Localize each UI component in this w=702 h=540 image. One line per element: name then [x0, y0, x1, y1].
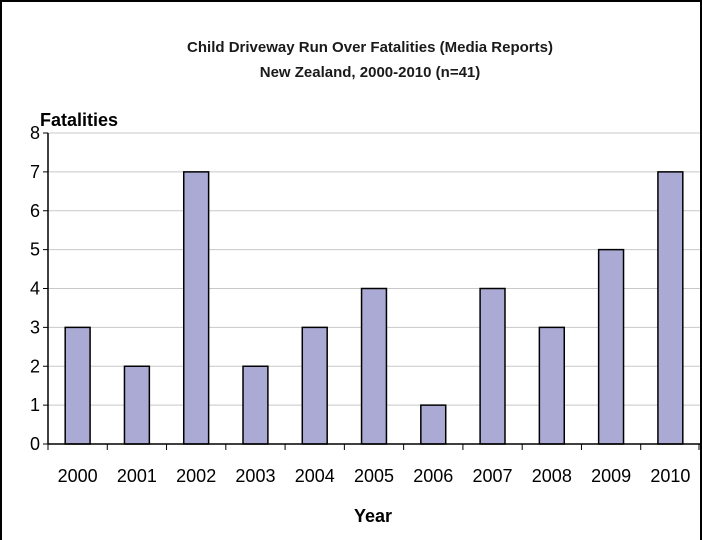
bar-2000: [64, 326, 91, 445]
bar-2006: [420, 404, 447, 445]
y-axis-label: Fatalities: [40, 110, 118, 130]
y-tick-label: 2: [30, 356, 40, 376]
x-tick-label: 2002: [176, 466, 216, 486]
y-tick-label: 4: [30, 279, 40, 299]
x-tick-label: 2001: [117, 466, 157, 486]
y-tick-label: 8: [30, 123, 40, 143]
chart-title-line-1: Child Driveway Run Over Fatalities (Medi…: [187, 39, 553, 56]
bar-2008: [538, 326, 566, 445]
bar-2010: [657, 171, 684, 445]
y-tick-label: 0: [30, 434, 40, 454]
y-tick-label: 3: [30, 317, 40, 337]
x-tick-label: 2006: [413, 466, 453, 486]
y-tick-label: 5: [30, 240, 40, 260]
bars: [64, 171, 684, 445]
bar-2003: [242, 365, 269, 445]
x-tick-label: 2007: [473, 466, 513, 486]
x-tick-labels: 2000 2001 2002 2003 2004 2005 2006 2007 2008 2009…: [58, 466, 691, 486]
bar-2002: [182, 171, 210, 445]
x-tick-label: 2010: [650, 466, 690, 486]
bar-2004: [301, 326, 328, 445]
bar-2009: [597, 248, 625, 445]
x-tick-label: 2004: [295, 466, 335, 486]
x-axis-label: Year: [354, 506, 392, 526]
y-tick-labels: 0 1 2 3 4 5 6 7 8: [30, 123, 40, 454]
x-tick-label: 2005: [354, 466, 394, 486]
x-tick-label: 2003: [235, 466, 275, 486]
y-tick-label: 7: [30, 162, 40, 182]
y-tick-label: 1: [30, 395, 40, 415]
y-tick-label: 6: [30, 201, 40, 221]
bar-2005: [360, 287, 388, 445]
x-tick-label: 2008: [532, 466, 572, 486]
bar-2007: [479, 287, 506, 445]
axes: [43, 132, 700, 450]
x-tick-label: 2000: [58, 466, 98, 486]
chart-title-line-2: New Zealand, 2000-2010 (n=41): [260, 64, 481, 81]
bar-2001: [123, 365, 151, 445]
x-tick-label: 2009: [591, 466, 631, 486]
